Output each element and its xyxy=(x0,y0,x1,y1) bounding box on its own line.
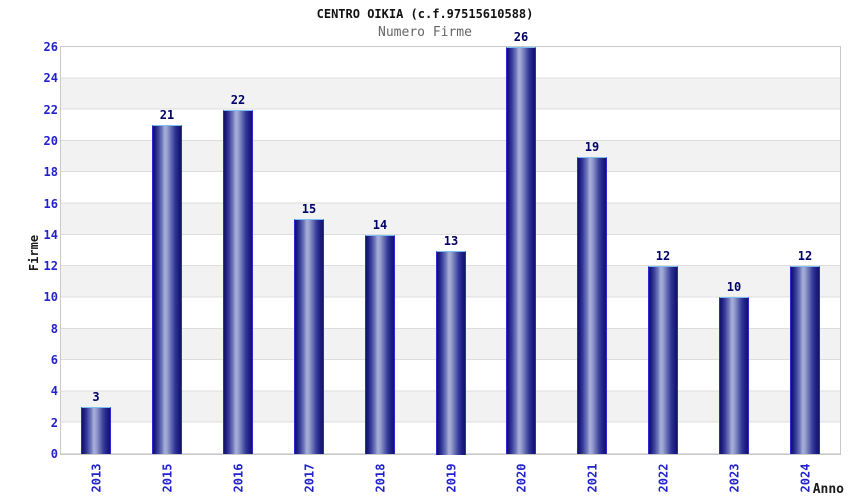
bar-value-2023: 10 xyxy=(726,280,742,294)
x-tick-label-2017: 2017 xyxy=(279,448,339,500)
chart-title: CENTRO OIKIA (c.f.97515610588) xyxy=(316,7,534,21)
bar-2016 xyxy=(223,110,253,454)
y-axis-title: Firme xyxy=(4,223,64,283)
x-axis-title: Anno xyxy=(812,482,844,497)
bar-2018 xyxy=(365,235,395,454)
bar-2022 xyxy=(648,266,678,454)
y-tick-label-24: 24 xyxy=(43,71,58,85)
bar-value-2013: 3 xyxy=(92,390,100,404)
bar-value-2016: 22 xyxy=(230,93,246,107)
bar-value-2015: 21 xyxy=(159,108,175,122)
x-tick-text: 2022 xyxy=(656,463,670,493)
y-tick-label-18: 18 xyxy=(43,165,58,179)
x-tick-text: 2016 xyxy=(231,463,245,493)
x-tick-text: 2015 xyxy=(160,463,174,493)
x-tick-text: 2013 xyxy=(89,463,103,493)
x-tick-label-2018: 2018 xyxy=(350,448,410,500)
bar-value-2021: 19 xyxy=(584,140,600,154)
bar-value-2018: 14 xyxy=(372,218,388,232)
bar-2024 xyxy=(790,266,820,454)
x-tick-label-2021: 2021 xyxy=(562,448,622,500)
y-tick-label-16: 16 xyxy=(43,197,58,211)
y-tick-label-2: 2 xyxy=(50,416,58,430)
chart-subtitle: Numero Firme xyxy=(378,25,472,40)
y-axis-title-text: Firme xyxy=(27,234,41,272)
x-tick-text: 2024 xyxy=(798,463,812,493)
x-tick-text: 2019 xyxy=(444,463,458,493)
x-tick-text: 2017 xyxy=(302,463,316,493)
y-tick-label-26: 26 xyxy=(43,40,58,54)
bar-2020 xyxy=(506,47,536,454)
bar-2023 xyxy=(719,297,749,454)
x-tick-label-2015: 2015 xyxy=(137,448,197,500)
bar-value-2022: 12 xyxy=(655,249,671,263)
bar-2015 xyxy=(152,125,182,454)
bar-2021 xyxy=(577,157,607,454)
bar-2017 xyxy=(294,219,324,454)
y-tick-label-22: 22 xyxy=(43,103,58,117)
bar-2013 xyxy=(81,407,111,454)
bar-value-2017: 15 xyxy=(301,202,317,216)
y-tick-label-20: 20 xyxy=(43,134,58,148)
bar-2019 xyxy=(436,251,466,455)
y-tick-label-12: 12 xyxy=(43,259,58,273)
x-tick-text: 2018 xyxy=(373,463,387,493)
y-tick-label-14: 14 xyxy=(43,228,58,242)
y-tick-label-4: 4 xyxy=(50,384,58,398)
x-tick-text: 2021 xyxy=(585,463,599,493)
y-tick-label-6: 6 xyxy=(50,353,58,367)
x-tick-label-2022: 2022 xyxy=(633,448,693,500)
bar-value-2020: 26 xyxy=(513,30,529,44)
bar-value-2019: 13 xyxy=(443,234,459,248)
y-tick-label-10: 10 xyxy=(43,290,58,304)
x-tick-text: 2023 xyxy=(727,463,741,493)
y-tick-label-8: 8 xyxy=(50,322,58,336)
x-tick-label-2013: 2013 xyxy=(66,448,126,500)
x-tick-label-2019: 2019 xyxy=(421,448,481,500)
bar-value-2024: 12 xyxy=(797,249,813,263)
y-tick-label-0: 0 xyxy=(50,447,58,461)
x-tick-label-2020: 2020 xyxy=(491,448,551,500)
x-tick-label-2023: 2023 xyxy=(704,448,764,500)
x-tick-text: 2020 xyxy=(514,463,528,493)
x-tick-label-2016: 2016 xyxy=(208,448,268,500)
